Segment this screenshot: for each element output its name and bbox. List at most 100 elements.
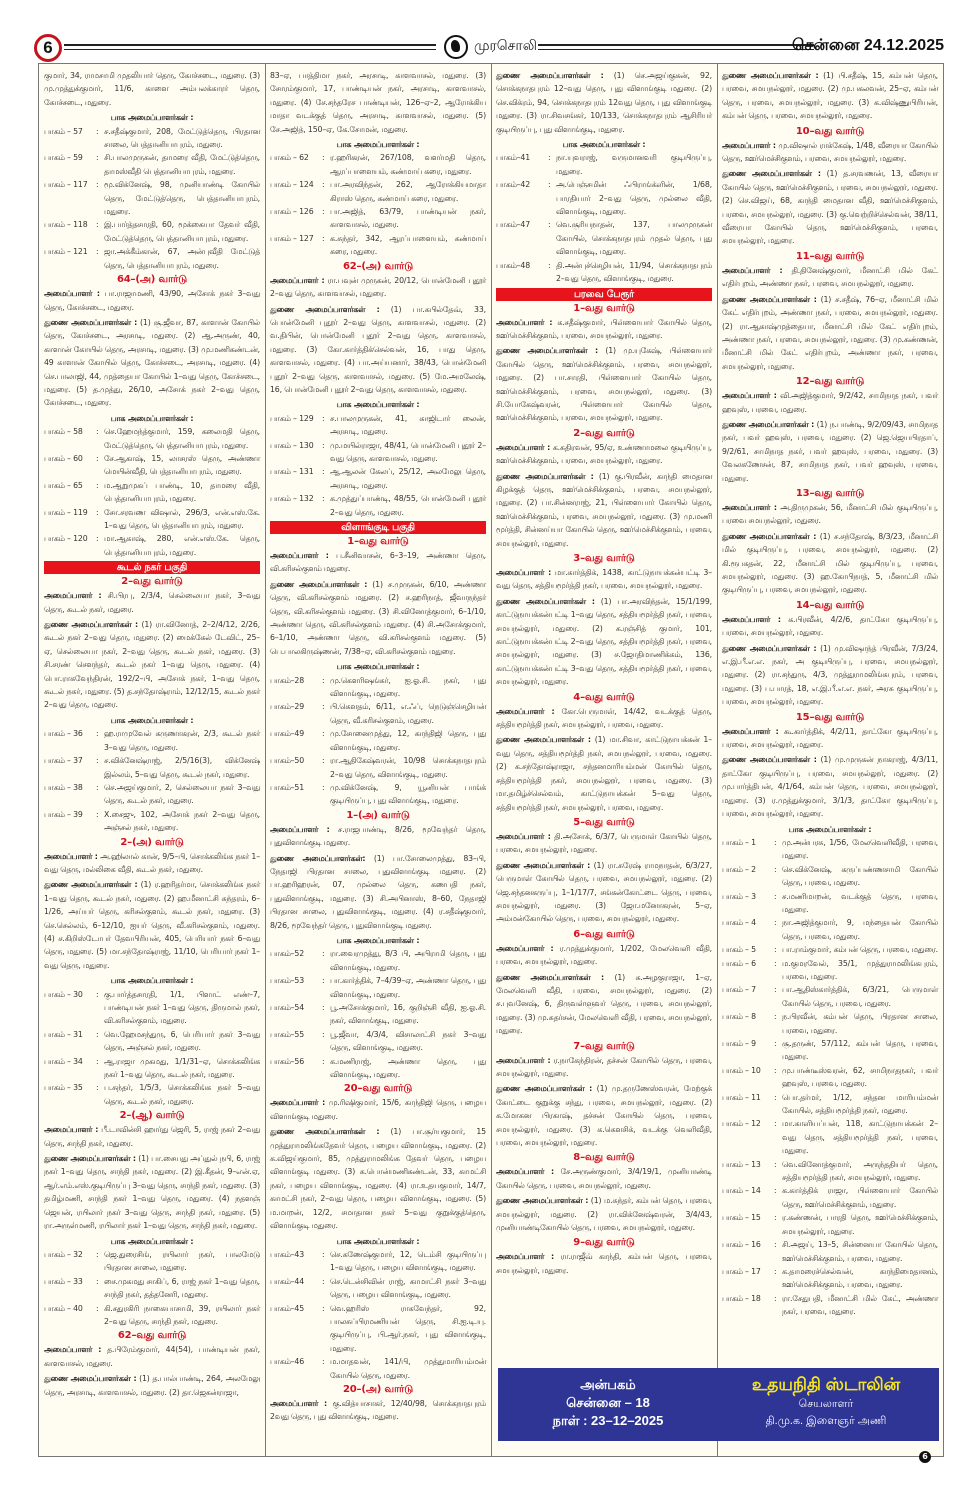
ward-heading: 2–(அ) வார்டு: [120, 836, 184, 848]
role-label: துணை அமைப்பாளர்கள் :: [722, 755, 817, 765]
role-label: அமைப்பாளர் :: [496, 1055, 551, 1065]
booth-number: பாகம் – 126: [270, 207, 314, 217]
booth-entry: பாகம்–54: பூ.அசோக்குமார், 16, குறிஞ்சி வீ…: [270, 1001, 486, 1028]
booth-organizer-details: க.முத்துப்பாண்டி, 48/55, பொன்மேனி புதூர்…: [330, 494, 486, 517]
booth-entry: பாகம்–49: மு.சோனைமுத்து, 12, காந்திஜி தெர…: [270, 727, 486, 754]
booth-number: பாகம்–49: [270, 729, 305, 739]
ward-heading: 64–(அ) வார்டு: [116, 274, 188, 286]
booth-entry: பாகம்–53: பா.கார்த்திக், 7–4/39–ஏ, அண்ணா …: [270, 974, 486, 1001]
separator-colon: :: [322, 976, 325, 986]
appointment-paragraph: துணை அமைப்பாளர்கள் : (1) மு.தருணேஸ்வரன்,…: [496, 1082, 712, 1149]
separator-colon: :: [322, 233, 325, 243]
booth-number: பாகம் – 121: [44, 247, 88, 257]
appointee-details: ரா.ராஜீவ் காந்தி, கம்பன் தெரு, பரவை, சமய…: [496, 1252, 712, 1275]
article-frame: குமார், 34, ராமசாமி முதலியார் தெரு, கோச்…: [38, 63, 944, 1457]
area-banner: கூடல் நகர் பகுதி: [44, 561, 260, 575]
appointment-paragraph: 83–ஏ, பாத்திமா நகர், அரசாடி, காளவாசல், ம…: [270, 69, 486, 136]
appointee-details: குமார், 34, ராமசாமி முதலியார் தெரு, கோச்…: [44, 71, 260, 107]
booth-number: பாகம் – 16: [722, 1240, 761, 1250]
appointment-paragraph: அமைப்பாளர் : கூ.கார்த்திக், 4/2/11, தாட்…: [722, 725, 938, 752]
role-label: துணை அமைப்பாளர்கள் :: [270, 304, 380, 314]
role-label: அமைப்பாளர் :: [44, 1345, 102, 1355]
appointment-paragraph: அமைப்பாளர் : ர.நாகேந்திரன், தச்சன் கோயில…: [496, 1054, 712, 1081]
booth-number: பாகம்–52: [270, 949, 305, 959]
separator-colon: :: [322, 1056, 325, 1066]
appointee-details: 83–ஏ, பாத்திமா நகர், அரசாடி, காளவாசல், ம…: [270, 71, 486, 134]
role-label: துணை அமைப்பாளர்கள் :: [44, 1154, 136, 1164]
booth-organizer-details: செ.டென்சிவின் ராஜ், காமாட்சி நகர் 3–வது …: [330, 1276, 486, 1300]
signatory-org: தி.மு.க. இளைஞர் அணி: [765, 1415, 887, 1427]
booth-organizer-details: பி.கௌதம், 6/11, எ.ஃப், நெடுஞ்செழியன் தெர…: [330, 702, 486, 725]
separator-colon: :: [96, 756, 99, 766]
booth-number: பாகம் – 39: [44, 809, 83, 819]
separator-colon: :: [96, 247, 99, 257]
booth-entry: பாகம் – 1: மு.அன்பரசு, 1/56, மேலவெளிவீதி,…: [722, 836, 938, 863]
role-label: அமைப்பாளர் :: [496, 568, 552, 577]
role-label: துணை அமைப்பாளர்கள் :: [722, 71, 819, 80]
booth-number: பாகம்–46: [270, 1357, 305, 1367]
appointment-paragraph: அமைப்பாளர் : வி.அஜித்குமார், 9/2/42, சாம…: [722, 389, 938, 416]
appointment-paragraph: அமைப்பாளர் : பீ.டாவின்சி ஹார்து ஜெரி, 5,…: [44, 1123, 260, 1150]
booth-number: பாகம் – 15: [722, 1213, 761, 1223]
booth-organizer-details: சை.முகமது சாகிப், 6, ராஜ் நகர் 1–வது தெர…: [104, 1276, 260, 1300]
appointment-paragraph: துணை அமைப்பாளர்கள் : (1) பா.சூர்யகுமார்,…: [270, 1125, 486, 1232]
role-label: துணை அமைப்பாளர்கள் :: [496, 471, 594, 481]
role-label: துணை அமைப்பாளர்கள் :: [496, 735, 591, 745]
dateline: சென்னை 24.12.2025: [791, 37, 944, 54]
appointment-paragraph: துணை அமைப்பாளர்கள் : (1) த.சரவணன், 13, வ…: [722, 167, 938, 247]
role-label: அமைப்பாளர் :: [270, 1098, 326, 1108]
separator-colon: :: [774, 1092, 777, 1102]
role-label: அமைப்பாளர் :: [496, 1252, 554, 1262]
appointee-details: க.சதீஷ்குமார், பிள்ளையார் கோயில் தெரு, ஊ…: [496, 317, 712, 340]
appointee-details: கூ.கார்த்திக், 4/2/11, தாட்கோ குடியிருப்…: [722, 726, 938, 750]
appointment-paragraph: துணை அமைப்பாளர்கள் : (1) ச.சந்தோஷ், 8/3/…: [722, 530, 938, 597]
separator-colon: :: [774, 1240, 777, 1250]
separator-colon: :: [96, 1276, 99, 1286]
separator-colon: :: [322, 949, 325, 959]
appointment-paragraph: அமைப்பாளர் : க.பிரவீன், 4/2/6, தாட்கோ கு…: [722, 613, 938, 640]
role-label: துணை அமைப்பாளர்கள் :: [44, 317, 138, 327]
column-divider: [265, 64, 266, 1456]
separator-colon: :: [322, 440, 325, 450]
ward-heading: 1–வது வார்டு: [573, 302, 635, 314]
issue-date: நாள் : 23–12–2025: [552, 1413, 664, 1428]
separator-colon: :: [96, 453, 99, 463]
appointment-paragraph: அமைப்பாளர் : மு.விஷால் ராக்கேஷ், 1/48, வ…: [722, 139, 938, 166]
booth-number: பாகம் – 34: [44, 1056, 83, 1066]
separator-colon: :: [322, 153, 325, 163]
booth-organizer-details: ஜெ.துரைசிங், ரயிலார் நகர், பாலமேடு பிரதா…: [104, 1249, 260, 1273]
booth-entry: பாகம் – 65: ம.ஆறுமுகப் பாண்டி, 10, தாமரை …: [44, 479, 260, 506]
role-label: துணை அமைப்பாளர்கள் :: [722, 419, 815, 429]
ward-heading: 1–வது வார்டு: [347, 536, 409, 547]
booth-organizer-details: பா.கார்த்திக், 7–4/39–ஏ, அண்ணா தெரு, புத…: [330, 976, 486, 999]
booth-number: பாகம்–55: [270, 1029, 305, 1039]
footer-page-number: 6: [919, 1451, 931, 1463]
appointment-paragraph: அமைப்பாளர் : ரா.பவுன் முருகன், 20/12, பொ…: [270, 274, 486, 301]
booth-organizers-subheading: பாக அமைப்பாளர்கள் :: [336, 662, 420, 672]
booth-number: பாகம் – 131: [270, 467, 314, 477]
ward-heading: 11–வது வார்டு: [795, 250, 865, 262]
booth-entry: பாகம்–45: வெ.ஹரிஸ் ராகவேந்தர், 92, பாலசுப…: [270, 1302, 486, 1356]
appointment-paragraph: துணை அமைப்பாளர்கள் : (1) மு.முருகன் நாகர…: [722, 753, 938, 820]
booth-organizer-details: நா.யுவராஜ், வருமானவரி குடியிருப்பு, மதுர…: [556, 153, 712, 176]
separator-colon: :: [322, 1249, 325, 1259]
booth-number: பாகம் – 119: [44, 507, 88, 517]
booth-organizer-details: சி.பாலமுருகன், தாமரை வீதி, மேட்டுத்தெரு,…: [104, 153, 260, 176]
booth-number: பாகம் – 30: [44, 989, 83, 999]
signatory-name: உதயநிதி ஸ்டாலின்: [751, 1375, 901, 1394]
role-label: துணை அமைப்பாளர்கள் :: [270, 1127, 380, 1137]
booth-organizer-details: மா.ஆகாஷ், 280, என்.எஸ்.கே. தெரு, பெத்தான…: [104, 534, 260, 557]
role-label: அமைப்பாளர் :: [722, 726, 779, 736]
booth-number: பாகம் – 120: [44, 534, 88, 544]
appointee-details: (1) செ.அஜய்குகன், 92, சொக்கநாதபுரம் 12–வ…: [496, 71, 712, 134]
booth-organizer-details: ம.ஆறுமுகப் பாண்டி, 10, தாமரை வீதி, பெத்த…: [104, 480, 260, 504]
booth-entry: பாகம் – 34: ஆ.ராஜா முகமது, 1/1/31–ஏ, சொக்…: [44, 1055, 260, 1082]
booth-number: பாகம்–47: [496, 220, 531, 230]
booth-number: பாகம்–56: [270, 1056, 305, 1066]
booth-entry: பாகம் – 62: ர.ஹரிகரன், 267/108, வளர்மதி த…: [270, 151, 486, 178]
booth-entry: பாகம் – 36: ஹ.ராமுவேல் கருணாகரன், 2/3, கூ…: [44, 727, 260, 754]
role-label: அமைப்பாளர் :: [722, 502, 777, 512]
booth-organizer-details: ம.மாதவன், 141/பி, முத்துமாரியம்மன் கோயில…: [330, 1357, 486, 1380]
booth-entry: பாகம் – 58: செ.ஹேமந்த்குமார், 159, கலைமதி…: [44, 425, 260, 452]
separator-colon: :: [322, 1303, 325, 1313]
